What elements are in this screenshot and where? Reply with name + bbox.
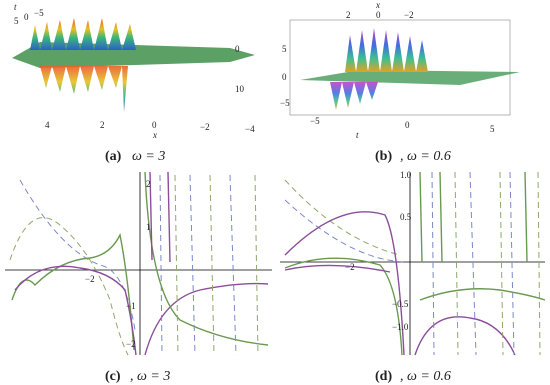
curve <box>149 171 171 263</box>
panel-d: 1.0 0.5 −0.5 −1.0 −2 (d) , ω = 0.6 <box>280 170 546 384</box>
tick-label: 5 <box>282 44 287 54</box>
tick-label: −5 <box>310 116 320 126</box>
surface-peaks <box>345 28 428 72</box>
caption-text: , ω = 3 <box>130 369 170 384</box>
curve <box>284 199 406 263</box>
tick-label: 1 <box>146 222 151 232</box>
surface-plane <box>300 70 520 85</box>
tick-label: −4 <box>245 124 255 134</box>
axis-label: t <box>356 130 359 140</box>
curve <box>14 265 137 356</box>
curve <box>144 171 269 346</box>
tick-label: 0 <box>376 10 381 20</box>
surface-peaks <box>30 18 136 50</box>
tick-label: −5 <box>34 8 44 18</box>
plot-box <box>289 19 511 116</box>
caption-label: (b) <box>375 149 392 164</box>
tick-label: 4 <box>45 120 50 130</box>
tick-label: 10 <box>235 84 245 94</box>
tick-label: −2 <box>404 10 414 20</box>
tick-label: −2 <box>345 262 355 272</box>
tick-label: 5 <box>490 124 495 134</box>
caption-label: (d) <box>375 369 392 384</box>
tick-label: 2 <box>346 10 351 20</box>
curve <box>174 174 259 356</box>
tick-label: 0.5 <box>400 212 412 222</box>
tick-label: −1 <box>126 301 136 311</box>
curve <box>419 171 528 263</box>
tick-label: −2 <box>200 122 210 132</box>
caption-label: (a) <box>105 149 122 164</box>
tick-label: 0 <box>235 44 240 54</box>
curve <box>19 179 136 331</box>
curve <box>419 288 546 301</box>
curve <box>284 179 401 256</box>
tick-label: 0 <box>405 120 410 130</box>
panel-b: x 2 0 −2 5 0 −5 −5 0 5 t (b) , ω = 0.6 <box>280 0 520 164</box>
surface-troughs <box>40 66 128 112</box>
tick-label: 2 <box>146 179 151 189</box>
surface-troughs <box>330 82 378 110</box>
tick-label: 2 <box>100 120 105 130</box>
tick-label: 0 <box>282 72 287 82</box>
tick-label: −2 <box>85 274 95 284</box>
tick-label: −0.5 <box>392 299 409 309</box>
axis-label: t <box>14 2 17 12</box>
tick-label: 0 <box>24 12 29 22</box>
curve <box>284 211 405 356</box>
tick-label: 0 <box>152 120 157 130</box>
caption-text: ω = 3 <box>132 149 165 164</box>
curve <box>454 171 541 356</box>
curve <box>284 264 391 273</box>
panel-a: t 5 0 −5 4 2 0 −2 −4 x 0 10 (a) ω = 3 <box>12 2 255 164</box>
curve <box>431 171 515 356</box>
tick-label: 1.0 <box>400 170 412 180</box>
curve <box>144 282 269 356</box>
curve <box>9 217 129 356</box>
caption-text: , ω = 0.6 <box>400 369 451 384</box>
tick-label: −5 <box>280 98 290 108</box>
caption-label: (c) <box>105 369 121 384</box>
axis-label: x <box>152 130 157 140</box>
panel-c: 2 1 −1 −2 −2 (c) , ω = 3 <box>5 171 272 384</box>
tick-label: −1.0 <box>392 322 409 332</box>
tick-label: −2 <box>126 339 136 349</box>
curve <box>159 174 237 356</box>
axis-label: x <box>375 0 380 10</box>
curve <box>11 232 135 351</box>
tick-label: 5 <box>14 16 19 26</box>
curve <box>414 316 516 356</box>
caption-text: , ω = 0.6 <box>400 149 451 164</box>
curve <box>284 257 403 356</box>
